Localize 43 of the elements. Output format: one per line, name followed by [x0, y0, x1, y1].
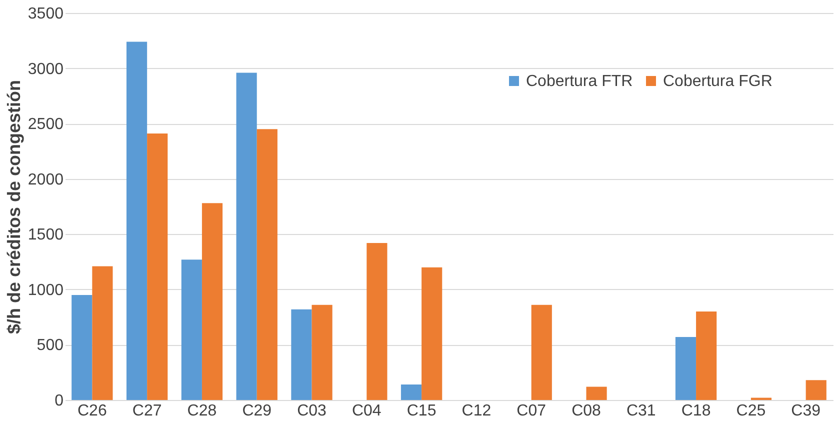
x-tick-label: C08 — [572, 402, 602, 420]
bar — [586, 386, 607, 400]
y-tick-label: 1500 — [28, 226, 64, 244]
bar — [291, 309, 312, 400]
bar — [126, 42, 148, 400]
bar — [72, 294, 92, 400]
x-tick-label: C28 — [187, 402, 217, 420]
x-tick-label: C26 — [77, 402, 107, 420]
bar — [400, 384, 422, 400]
bar — [312, 304, 332, 400]
bar — [366, 242, 388, 400]
y-tick-label: 3000 — [28, 60, 64, 78]
bar — [202, 203, 223, 400]
bar — [92, 266, 113, 400]
bar — [147, 134, 168, 400]
x-tick-label: C27 — [132, 402, 162, 420]
bar — [696, 312, 717, 400]
bar — [531, 304, 552, 400]
y-tick-label: 2000 — [28, 171, 64, 188]
x-tick-label: C03 — [297, 402, 327, 420]
x-tick-label: C31 — [626, 402, 656, 420]
x-tick-label: C18 — [681, 402, 711, 420]
x-tick-label: C12 — [462, 402, 492, 420]
y-tick-label: 3500 — [28, 6, 64, 22]
y-axis-title: $/h de créditos de congestión — [4, 80, 24, 334]
legend-label: Cobertura FGR — [663, 73, 772, 90]
bar — [806, 380, 826, 400]
x-tick-label: C29 — [242, 402, 272, 420]
x-tick-label: C39 — [791, 402, 821, 420]
x-tick-label: C25 — [736, 402, 766, 420]
bar — [256, 129, 278, 400]
legend-label: Cobertura FTR — [526, 73, 633, 90]
x-tick-label: C04 — [352, 402, 382, 420]
bar — [236, 72, 257, 400]
y-tick-label: 0 — [54, 392, 64, 410]
bar — [675, 336, 696, 400]
y-tick-label: 500 — [36, 337, 64, 354]
x-tick-label: C07 — [516, 402, 546, 420]
bar — [422, 267, 442, 400]
y-tick-label: 2500 — [28, 116, 64, 134]
bar — [181, 260, 202, 400]
y-tick-label: 1000 — [28, 282, 64, 299]
x-tick-label: C15 — [406, 402, 436, 420]
